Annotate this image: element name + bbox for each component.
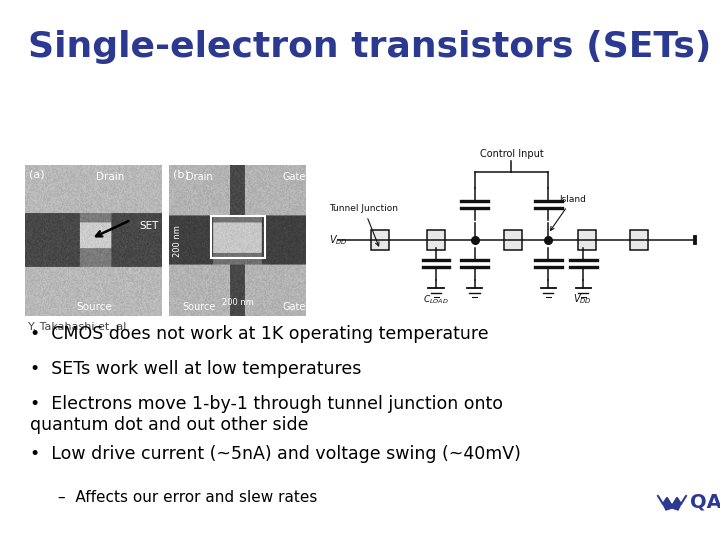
Bar <box>427 231 445 249</box>
Text: $V_{DD}$: $V_{DD}$ <box>573 292 592 306</box>
Bar <box>577 231 596 249</box>
Text: (b): (b) <box>173 170 189 180</box>
Text: 200 nm: 200 nm <box>173 225 181 257</box>
Text: $C_{LOAD}$: $C_{LOAD}$ <box>423 293 449 306</box>
Text: Y. Takahashi et. al.: Y. Takahashi et. al. <box>28 322 130 332</box>
Text: SET: SET <box>139 221 158 231</box>
Bar <box>371 231 390 249</box>
Bar <box>504 231 522 249</box>
Text: •  Low drive current (~5nA) and voltage swing (~40mV): • Low drive current (~5nA) and voltage s… <box>30 445 521 463</box>
Text: Drain: Drain <box>186 172 212 183</box>
Text: –  Affects our error and slew rates: – Affects our error and slew rates <box>58 490 318 505</box>
Text: Tunnel Junction: Tunnel Junction <box>329 204 398 246</box>
Bar <box>630 231 649 249</box>
Text: Gate: Gate <box>282 302 305 312</box>
Text: •  Electrons move 1-by-1 through tunnel junction onto
quantum dot and out other : • Electrons move 1-by-1 through tunnel j… <box>30 395 503 434</box>
Text: •  CMOS does not work at 1K operating temperature: • CMOS does not work at 1K operating tem… <box>30 325 489 343</box>
Polygon shape <box>663 498 681 510</box>
Text: Source: Source <box>76 302 112 312</box>
Bar <box>211 217 266 258</box>
Text: •  SETs work well at low temperatures: • SETs work well at low temperatures <box>30 360 361 378</box>
Text: $V_{DD}$: $V_{DD}$ <box>329 233 348 247</box>
Text: Single-electron transistors (SETs): Single-electron transistors (SETs) <box>28 30 711 64</box>
Text: Control Input: Control Input <box>480 149 544 159</box>
Text: (a): (a) <box>29 170 45 180</box>
Text: Island: Island <box>551 195 585 231</box>
Text: QARC: QARC <box>690 492 720 511</box>
Text: 200 nm: 200 nm <box>222 298 254 307</box>
Text: Gate: Gate <box>282 172 305 183</box>
Text: Source: Source <box>182 302 216 312</box>
Text: Drain: Drain <box>96 172 125 183</box>
